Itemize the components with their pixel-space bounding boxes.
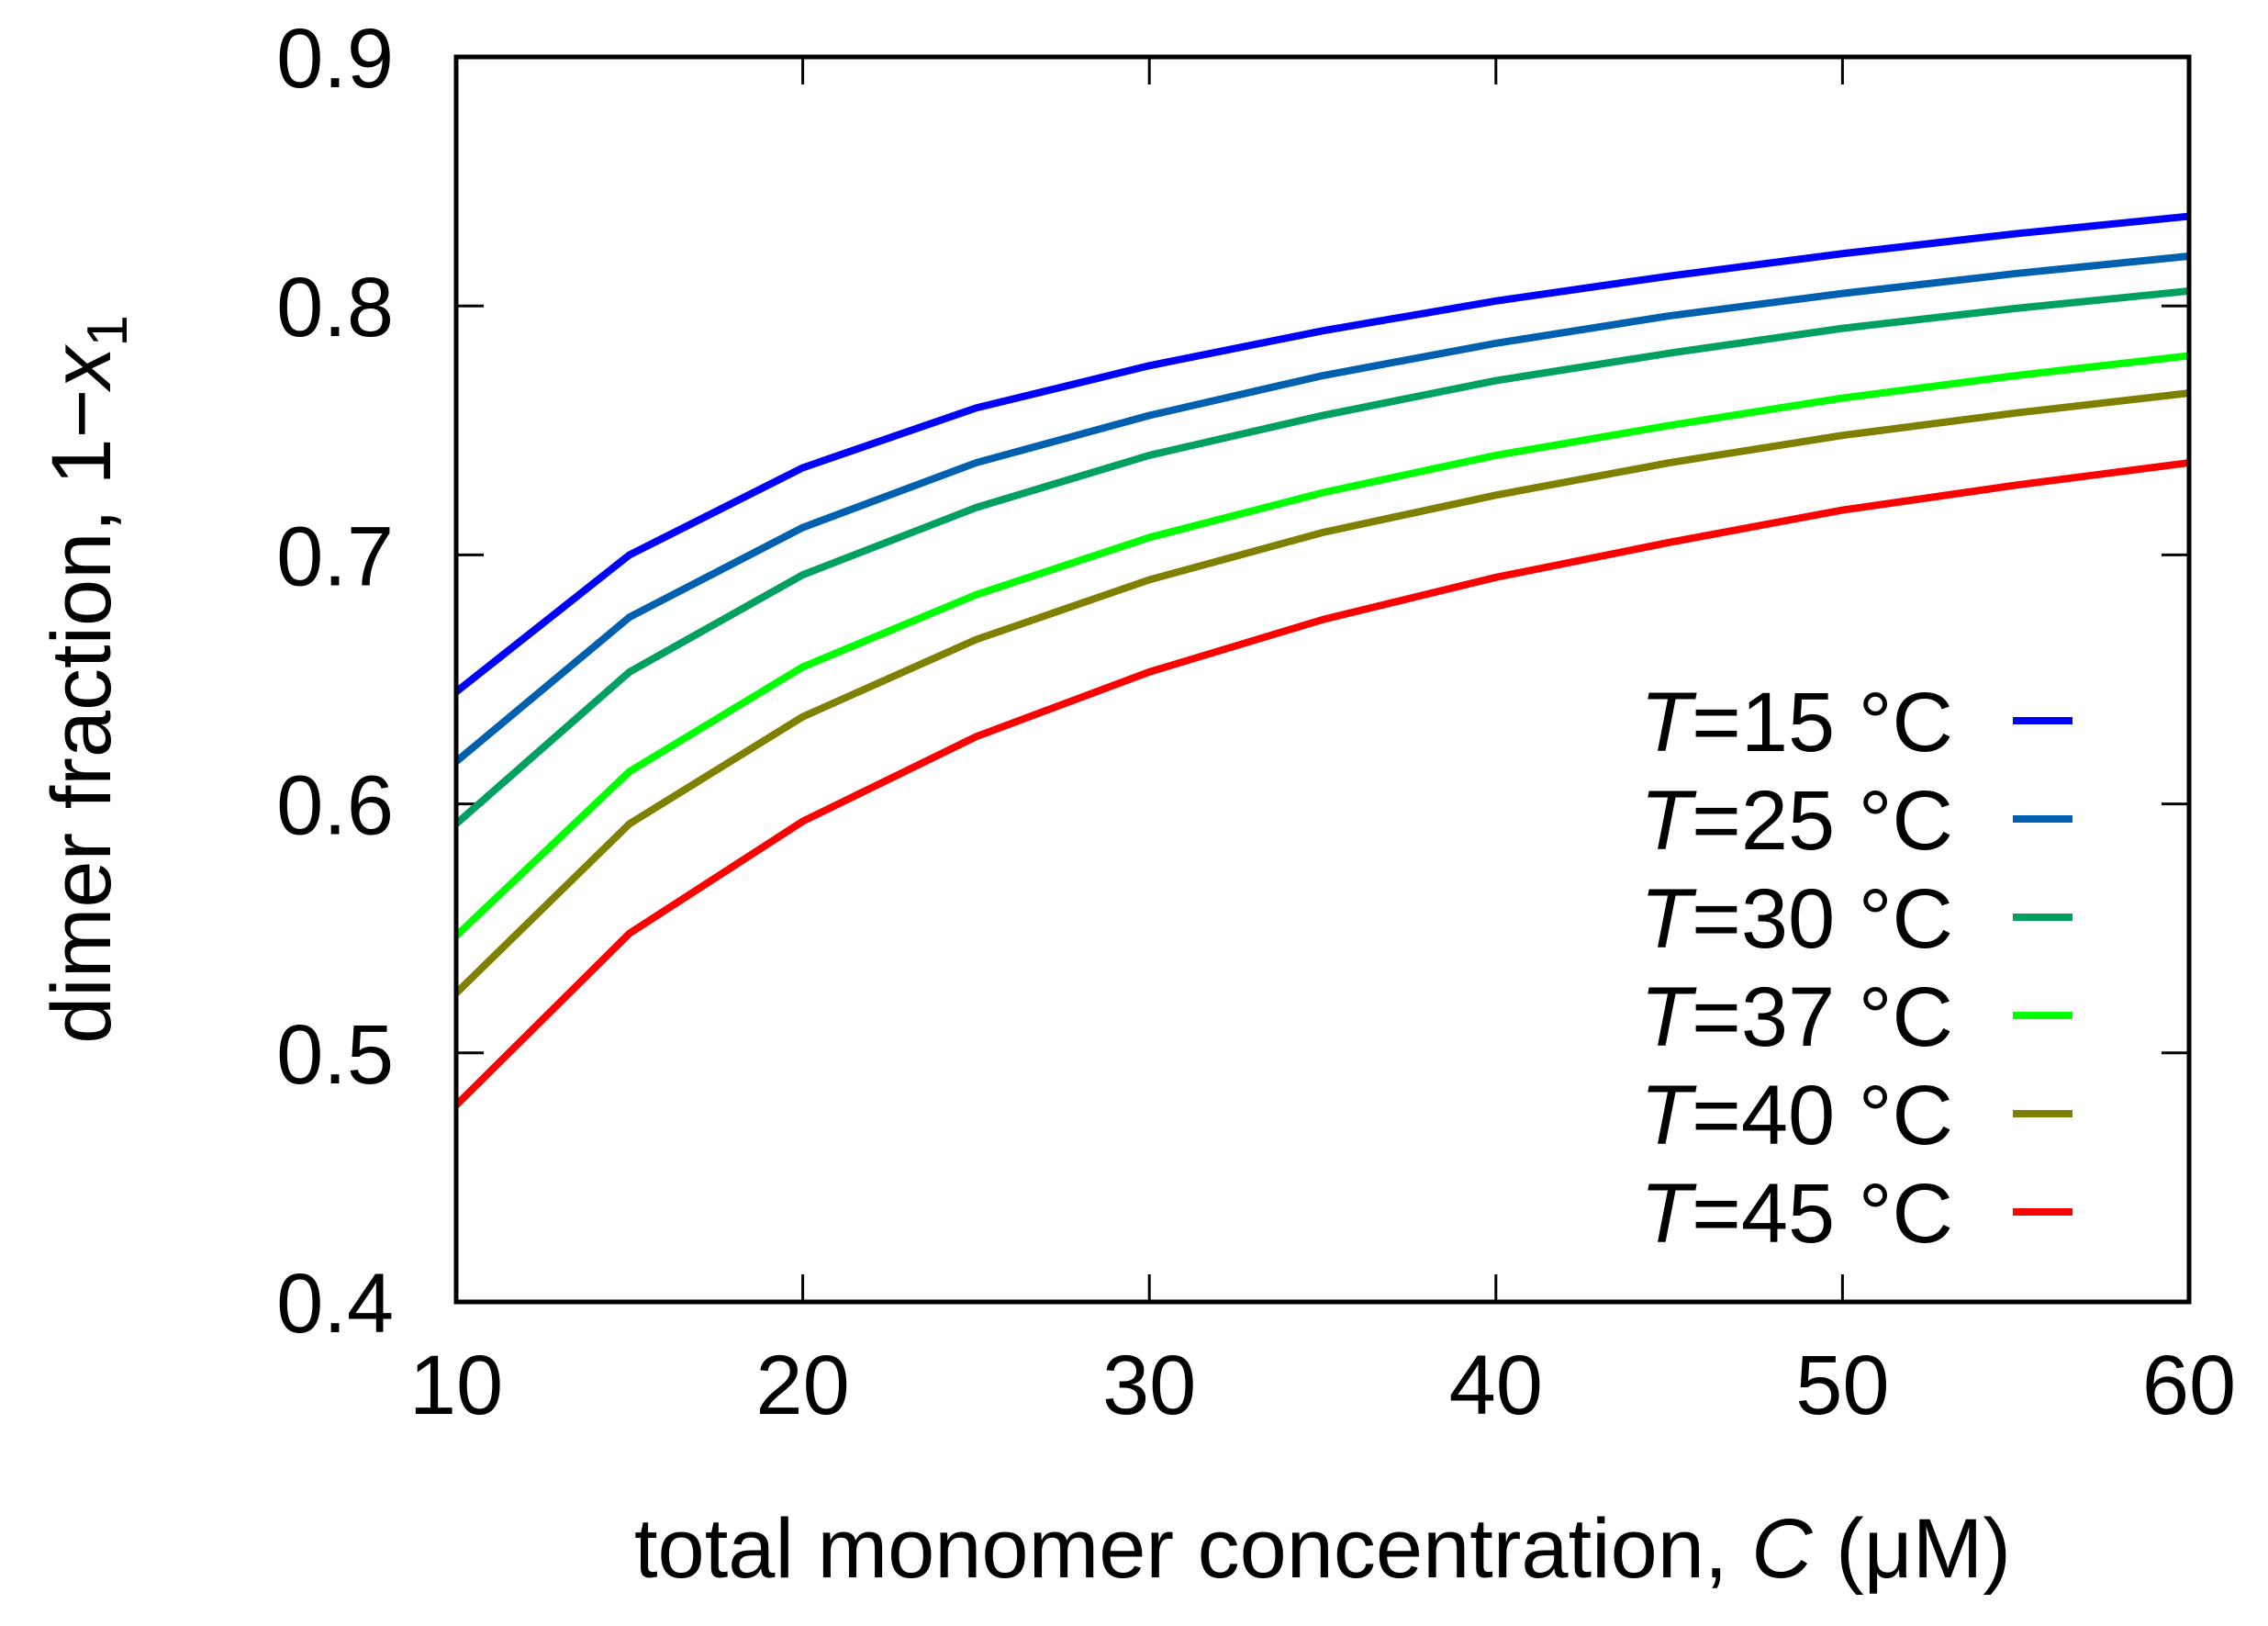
series-line-3 (453, 286, 2190, 827)
legend-label-4: T=37 °C (1640, 970, 1953, 1064)
legend-label-value: =30 °C (1692, 872, 1953, 966)
series-line-1 (453, 212, 2190, 695)
legend-label-3: T=30 °C (1640, 872, 1953, 966)
y-axis-label-text: dimer fraction, 1− (35, 389, 128, 1044)
x-axis-label-text: total monomer concentration, (634, 1502, 1751, 1596)
legend-label-var: T (1640, 774, 1697, 868)
x-tick-label: 30 (1102, 1339, 1196, 1432)
legend-label-var: T (1640, 872, 1697, 966)
legend-label-value: =45 °C (1692, 1167, 1953, 1261)
y-tick-label: 0.7 (276, 510, 394, 603)
y-axis-label-sub: 1 (76, 315, 140, 346)
legend-label-var: T (1640, 1167, 1697, 1261)
legend-label-value: =25 °C (1692, 774, 1953, 868)
y-tick-label: 0.9 (276, 12, 394, 106)
x-tick-label: 20 (755, 1339, 849, 1432)
x-tick-label: 40 (1449, 1339, 1543, 1432)
legend-label-var: T (1640, 970, 1697, 1064)
legend-label-var: T (1640, 1069, 1697, 1162)
legend-label-6: T=45 °C (1640, 1167, 1953, 1261)
legend-label-value: =15 °C (1692, 676, 1953, 769)
x-tick-label: 50 (1795, 1339, 1889, 1432)
legend-label-5: T=40 °C (1640, 1069, 1953, 1162)
plot-border (453, 54, 2192, 1305)
legend: T=15 °CT=25 °CT=30 °CT=37 °CT=40 °CT=45 … (1640, 676, 2072, 1261)
legend-label-1: T=15 °C (1640, 676, 1953, 769)
x-axis-label-unit: (μM) (1813, 1502, 2011, 1596)
y-axis-label: dimer fraction, 1−x1 (35, 315, 140, 1044)
plot-frame (453, 54, 2192, 1305)
y-axis-label-var: x (35, 344, 128, 393)
tick-labels: 10 20 30 40 50 60 0.4 0.5 0.6 0.7 0.8 0.9 (276, 12, 2236, 1432)
y-tick-label: 0.8 (276, 261, 394, 354)
x-axis-label: total monomer concentration, C (μM) (634, 1502, 2011, 1596)
axis-labels: total monomer concentration, C (μM) dimer… (35, 315, 2011, 1596)
legend-label-value: =37 °C (1692, 970, 1953, 1064)
x-tick-label: 10 (409, 1339, 503, 1432)
series-line-4 (453, 352, 2190, 939)
legend-label-var: T (1640, 676, 1697, 769)
series-line-6 (453, 459, 2190, 1108)
series-lines (453, 212, 2190, 1108)
y-tick-label: 0.5 (276, 1008, 394, 1102)
y-tick-label: 0.4 (276, 1257, 394, 1351)
legend-label-value: =40 °C (1692, 1069, 1953, 1162)
legend-label-2: T=25 °C (1640, 774, 1953, 868)
series-line-2 (453, 252, 2190, 765)
x-axis-label-var: C (1751, 1502, 1813, 1596)
series-line-5 (453, 389, 2190, 996)
y-tick-label: 0.6 (276, 759, 394, 853)
x-tick-label: 60 (2142, 1339, 2236, 1432)
